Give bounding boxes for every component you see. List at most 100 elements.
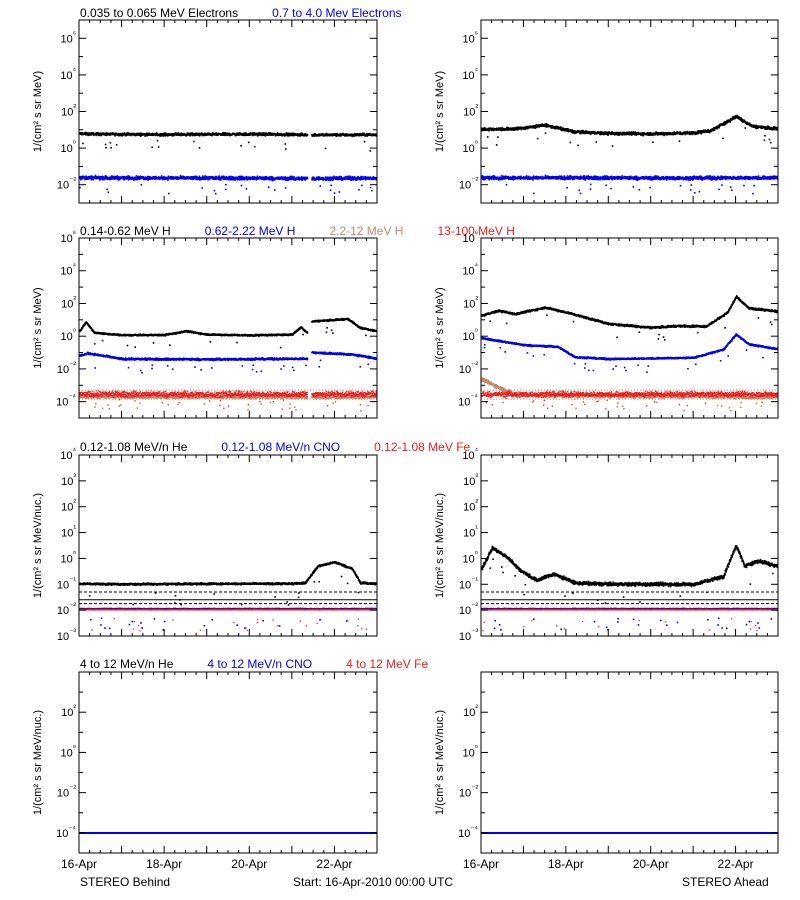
- data-point: [225, 134, 228, 136]
- data-point: [499, 177, 501, 180]
- data-point: [110, 177, 113, 179]
- data-point: [343, 178, 346, 181]
- data-point: [304, 133, 307, 135]
- data-point: [621, 175, 623, 177]
- data-point: [214, 178, 217, 180]
- data-point: [669, 132, 672, 134]
- data-point: [534, 127, 537, 129]
- data-point: [369, 176, 372, 178]
- data-point: [240, 177, 242, 180]
- data-point: [284, 143, 287, 145]
- data-point: [555, 125, 558, 128]
- data-point: [596, 175, 599, 178]
- legend-entry-0-035-to-0-065-mev-electrons: 0.035 to 0.065 MeV Electrons: [80, 6, 238, 20]
- data-point: [260, 134, 262, 137]
- data-point: [506, 176, 508, 178]
- data-point: [228, 132, 231, 135]
- data-point: [766, 127, 769, 130]
- data-point: [599, 178, 601, 181]
- data-point: [554, 176, 557, 178]
- data-point: [591, 176, 594, 179]
- data-point: [700, 132, 703, 134]
- data-point: [361, 178, 364, 181]
- data-point: [488, 178, 491, 181]
- data-point: [84, 132, 87, 135]
- data-point: [738, 115, 740, 118]
- data-point: [559, 128, 562, 131]
- data-point: [649, 134, 652, 136]
- data-point: [359, 133, 362, 135]
- data-point: [141, 176, 143, 178]
- data-point: [171, 178, 174, 180]
- data-point: [703, 131, 705, 133]
- data-point: [618, 176, 620, 179]
- data-point: [117, 176, 120, 178]
- chart-row-1: 0.035 to 0.065 MeV Electrons 0.7 to 4.0 M…: [32, 6, 779, 204]
- data-point: [192, 177, 194, 179]
- data-point: [280, 134, 283, 137]
- data-point: [736, 114, 739, 117]
- data-point: [712, 129, 715, 132]
- data-point: [648, 177, 650, 180]
- plot-grid: 0.035 to 0.065 MeV Electrons 0.7 to 4.0 M…: [32, 6, 779, 871]
- data-point: [631, 133, 634, 136]
- data-point: [189, 176, 192, 178]
- data-point: [496, 176, 499, 179]
- data-point: [582, 129, 584, 132]
- data-point: [160, 175, 163, 177]
- data-point: [360, 177, 362, 179]
- x-axis: [78, 20, 378, 203]
- data-point: [138, 134, 140, 136]
- data-point: [579, 178, 582, 180]
- data-point: [318, 176, 321, 178]
- data-point: [334, 133, 336, 135]
- data-point: [589, 178, 591, 180]
- data-point: [326, 176, 329, 179]
- data-point: [588, 176, 591, 178]
- data-point: [606, 178, 608, 180]
- data-point: [717, 126, 719, 129]
- data-point: [270, 177, 272, 179]
- data-point: [517, 128, 519, 131]
- data-point: [512, 179, 515, 181]
- data-point: [345, 133, 348, 135]
- data-point: [329, 176, 331, 179]
- data-point: [500, 175, 503, 177]
- data-point: [220, 177, 223, 180]
- data-point: [543, 177, 545, 180]
- data-point: [286, 134, 289, 137]
- data-point: [218, 178, 221, 181]
- data-point: [743, 119, 746, 122]
- data-point: [630, 175, 632, 178]
- data-point: [499, 127, 502, 129]
- data-point: [595, 141, 598, 143]
- y-tick-label: 10⁴: [60, 66, 76, 82]
- data-point: [104, 177, 106, 180]
- data-point: [705, 131, 708, 133]
- data-point: [577, 144, 579, 147]
- data-point: [537, 125, 539, 128]
- data-point: [505, 183, 508, 186]
- data-point: [299, 135, 301, 137]
- data-point: [603, 178, 606, 181]
- data-point: [760, 125, 763, 127]
- data-point: [585, 132, 588, 134]
- data-point: [511, 176, 513, 179]
- data-point: [731, 117, 734, 119]
- data-point: [624, 132, 626, 134]
- data-point: [237, 175, 240, 178]
- data-point: [261, 178, 263, 180]
- data-point: [192, 140, 195, 143]
- data-point: [581, 131, 584, 134]
- data-point: [239, 175, 241, 178]
- data-point: [255, 178, 258, 181]
- data-point: [249, 132, 252, 134]
- data-point: [262, 132, 264, 134]
- data-point: [611, 145, 614, 147]
- data-point: [87, 178, 90, 180]
- data-point: [729, 119, 731, 122]
- data-point: [718, 123, 721, 126]
- data-point: [520, 128, 523, 131]
- data-point: [366, 135, 369, 137]
- data-point: [198, 175, 201, 178]
